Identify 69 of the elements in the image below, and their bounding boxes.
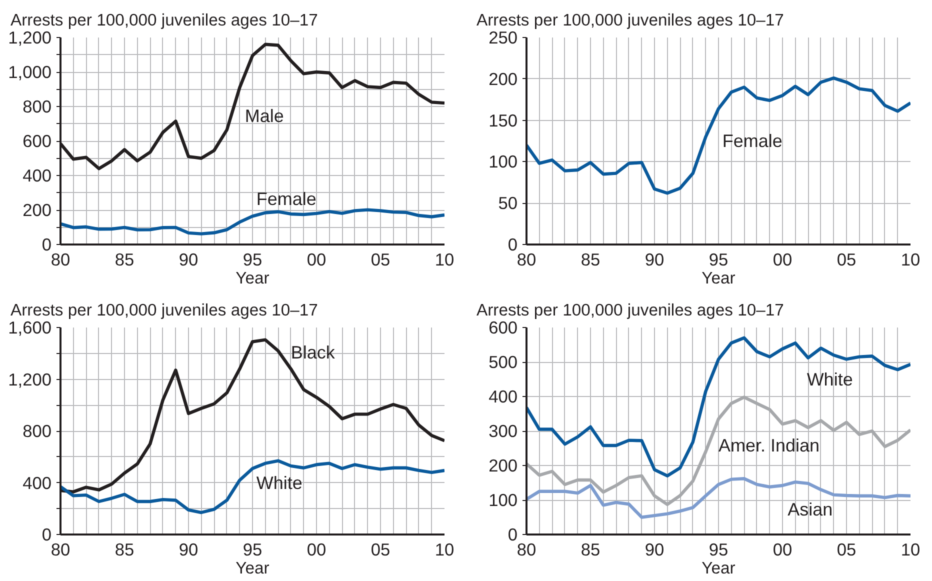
series-label: Female <box>722 131 782 151</box>
x-axis-title: Year <box>702 558 736 578</box>
x-tick-label: 85 <box>114 540 134 560</box>
x-axis-title: Year <box>702 268 736 288</box>
y-tick-label: 1,000 <box>8 62 52 82</box>
series-label: Black <box>290 342 336 362</box>
x-tick-label: 80 <box>516 540 536 560</box>
y-tick-label: 150 <box>488 110 518 130</box>
x-tick-label: 00 <box>772 250 792 270</box>
y-tick-label: 100 <box>488 152 518 172</box>
series-label: Male <box>244 106 284 126</box>
y-tick-label: 200 <box>488 456 518 476</box>
x-tick-label: 05 <box>836 250 856 270</box>
y-tick-label: 0 <box>508 234 518 254</box>
y-tick-label: 600 <box>22 131 52 151</box>
y-tick-label: 50 <box>498 193 518 214</box>
x-tick-label: 00 <box>306 250 326 270</box>
x-tick-label: 00 <box>306 540 326 560</box>
series-label: Female <box>256 188 316 209</box>
x-tick-label: 80 <box>50 250 70 270</box>
x-tick-label: 80 <box>516 250 536 270</box>
y-tick-label: 0 <box>42 524 52 544</box>
series-label: White <box>806 369 853 390</box>
x-tick-label: 90 <box>644 540 664 560</box>
x-axis-title: Year <box>236 558 270 578</box>
x-tick-label: 10 <box>434 250 454 270</box>
y-tick-label: 0 <box>42 234 52 254</box>
x-tick-label: 90 <box>178 540 198 560</box>
x-tick-label: 10 <box>900 250 920 270</box>
x-tick-label: 05 <box>370 540 390 560</box>
x-tick-label: 05 <box>370 250 390 270</box>
series-label: Amer. Indian <box>718 435 820 456</box>
y-tick-label: 400 <box>22 472 52 493</box>
y-tick-label: 1,600 <box>8 318 52 338</box>
chart-title: Arrests per 100,000 juveniles ages 10–17 <box>10 300 318 320</box>
x-tick-label: 95 <box>242 540 262 560</box>
x-tick-label: 90 <box>644 250 664 270</box>
y-tick-label: 1,200 <box>8 369 52 390</box>
x-tick-label: 10 <box>434 540 454 560</box>
chart-title: Arrests per 100,000 juveniles ages 10–17 <box>10 10 318 30</box>
chart-title: Arrests per 100,000 juveniles ages 10–17 <box>476 300 784 320</box>
y-tick-label: 200 <box>488 68 518 89</box>
y-tick-label: 100 <box>488 490 518 510</box>
y-tick-label: 0 <box>508 524 518 544</box>
x-tick-label: 85 <box>580 540 600 560</box>
x-tick-label: 95 <box>708 250 728 270</box>
y-tick-label: 400 <box>488 386 518 406</box>
y-tick-label: 800 <box>22 96 52 116</box>
y-tick-label: 1,200 <box>8 28 52 48</box>
y-tick-label: 200 <box>22 200 52 220</box>
y-tick-label: 500 <box>488 352 518 372</box>
series-label: Asian <box>788 500 833 520</box>
x-tick-label: 85 <box>114 250 134 270</box>
x-tick-label: 85 <box>580 250 600 270</box>
y-tick-label: 250 <box>488 28 518 48</box>
x-tick-label: 10 <box>900 540 920 560</box>
y-tick-label: 600 <box>488 318 518 338</box>
x-tick-label: 05 <box>836 540 856 560</box>
x-tick-label: 00 <box>772 540 792 560</box>
y-tick-label: 300 <box>488 421 518 441</box>
y-tick-label: 800 <box>22 421 52 441</box>
x-tick-label: 95 <box>708 540 728 560</box>
x-tick-label: 90 <box>178 250 198 270</box>
x-tick-label: 95 <box>242 250 262 270</box>
y-tick-label: 400 <box>22 166 52 186</box>
x-axis-title: Year <box>236 268 270 288</box>
chart-title: Arrests per 100,000 juveniles ages 10–17 <box>476 10 784 30</box>
series-label: White <box>256 472 302 493</box>
x-tick-label: 80 <box>50 540 70 560</box>
